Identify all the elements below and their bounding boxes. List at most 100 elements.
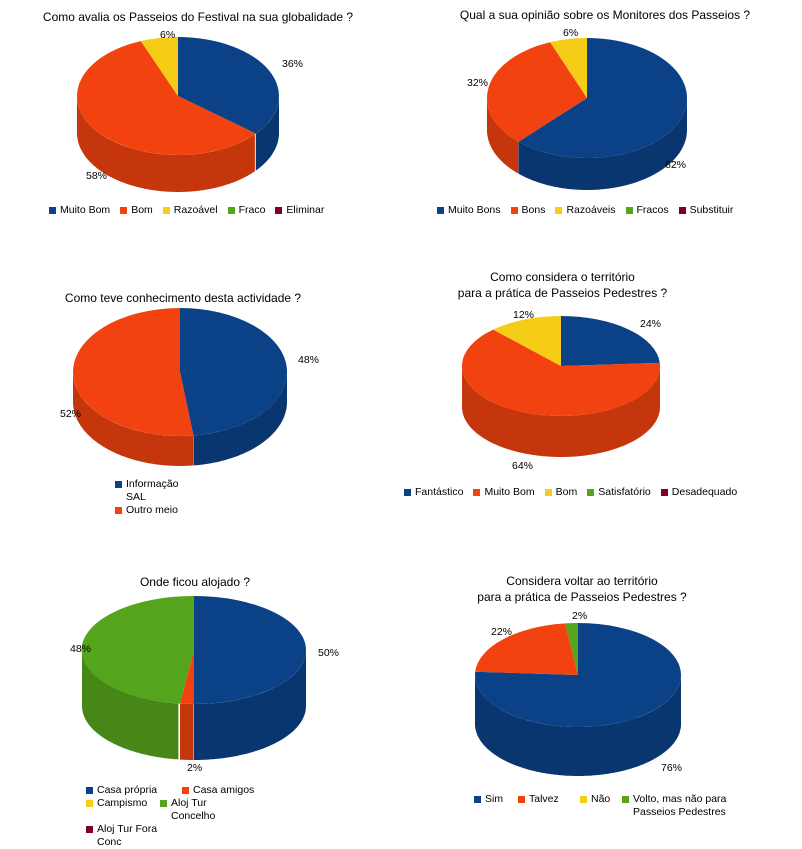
pie-5-slice-casa-pr-pria xyxy=(194,596,306,704)
pie-6-side-sim xyxy=(475,675,681,776)
chart-title: Como teve conhecimento desta actividade … xyxy=(64,291,302,305)
legend-label: Campismo xyxy=(97,797,148,809)
legend-label: Fracos xyxy=(636,204,669,216)
pie-6-pct-label: 2% xyxy=(572,610,587,622)
chart-legend: Muito Bons Bons Razoáveis Fracos Substituir xyxy=(437,204,777,217)
legend-swatch xyxy=(182,787,189,794)
pie-6-pct-label: 76% xyxy=(661,762,682,774)
pie-1-pct-label: 58% xyxy=(86,170,107,182)
pie-2-slice-muito-bons xyxy=(518,37,688,158)
chart-title: Onde ficou alojado ? xyxy=(139,575,251,589)
legend-item: Fracos xyxy=(625,204,669,217)
legend-swatch xyxy=(555,207,563,214)
chart-title: Considera voltar ao território para a pr… xyxy=(477,574,687,604)
legend-item: Muito Bom xyxy=(473,486,535,499)
chart-title: Como avalia os Passeios do Festival na s… xyxy=(42,10,354,24)
pie-3-slice-outro-meio xyxy=(73,308,194,437)
legend-swatch xyxy=(625,207,633,214)
legend-swatch xyxy=(49,207,56,214)
legend-item: Muito Bom xyxy=(49,204,110,217)
pie-1-side-bom xyxy=(77,96,255,192)
pie-5-side-aloj-tur-concelho xyxy=(82,650,179,760)
chart-legend: Muito Bom Bom Razoável Fraco Eliminar xyxy=(49,204,379,217)
legend-item: Informação SAL xyxy=(115,478,191,504)
legend-swatch xyxy=(678,207,686,214)
pie-2-slice-razo-veis xyxy=(550,37,587,98)
legend-label: Fantástico xyxy=(415,486,464,498)
pie-4-side-muito-bom xyxy=(462,366,660,457)
legend-item: Aloj Tur Fora Conc xyxy=(86,823,172,849)
pie-1-slice-muito-bom xyxy=(178,37,279,134)
legend-item: Aloj Tur Concelho xyxy=(160,797,246,823)
pie-5-side-casa-pr-pria xyxy=(194,650,306,760)
legend-item: Volto, mas não para Passeios Pedestres xyxy=(622,793,742,819)
legend-label: Muito Bom xyxy=(484,486,535,498)
pie-5-side-casa-amigos xyxy=(180,703,194,760)
legend-label: Desadequado xyxy=(671,486,738,498)
chart-legend: Fantástico Muito Bom Bom Satisfatório Desade… xyxy=(404,486,784,499)
legend-label: Razoáveis xyxy=(566,204,616,216)
pie-3-pct-label: 48% xyxy=(298,354,319,366)
pie-5-slice-casa-amigos xyxy=(180,650,194,705)
pie-3-pct-label: 52% xyxy=(60,408,81,420)
pie-chart-5: 50% 2% 48% xyxy=(70,595,339,774)
legend-swatch xyxy=(115,507,122,514)
legend-item: Razoáveis xyxy=(555,204,616,217)
pie-chart-1: 36% 58% 6% xyxy=(77,29,303,192)
legend-label: Bom xyxy=(555,486,578,498)
pie-6-slice-sim xyxy=(474,623,681,727)
legend-swatch xyxy=(160,800,167,807)
pie-4-pct-label: 64% xyxy=(512,460,533,472)
legend-item: Fraco xyxy=(227,204,266,217)
legend-label: Aloj Tur Fora Conc xyxy=(97,823,158,848)
legend-swatch xyxy=(86,787,93,794)
legend-label: Bons xyxy=(521,204,546,216)
pie-chart-4: 24% 64% 12% xyxy=(461,309,661,472)
pie-6-pct-label: 22% xyxy=(491,626,512,638)
pie-3-side-outro-meio xyxy=(73,373,193,466)
pie-4-slice-bom xyxy=(493,316,561,366)
pie-2-pct-label: 6% xyxy=(563,27,578,39)
legend-swatch xyxy=(473,489,481,496)
legend-label: Satisfatório xyxy=(598,486,651,498)
legend-swatch xyxy=(275,207,283,214)
legend-label: Aloj Tur Concelho xyxy=(171,797,216,822)
pie-4-slice-fant-stico xyxy=(561,316,660,366)
chart-title: Como considera o território para a práti… xyxy=(457,270,668,300)
legend-swatch xyxy=(404,489,411,496)
legend-label: Muito Bons xyxy=(448,204,501,216)
pie-chart-6: 76% 22% 2% xyxy=(474,610,682,776)
pie-1-side-muito-bom xyxy=(255,96,279,171)
pie-2-pct-label: 32% xyxy=(467,77,488,89)
legend-swatch xyxy=(227,207,235,214)
legend-label: Sim xyxy=(485,793,504,805)
legend-swatch xyxy=(660,489,668,496)
legend-label: Casa amigos xyxy=(193,784,255,796)
legend-label: Substituir xyxy=(689,204,734,216)
pie-2-side-muito-bons xyxy=(518,98,687,190)
legend-swatch xyxy=(86,826,93,833)
legend-swatch xyxy=(86,800,93,807)
legend-label: Volto, mas não para Passeios Pedestres xyxy=(633,793,727,818)
legend-label: Eliminar xyxy=(286,204,325,216)
legend-item: Bom xyxy=(120,204,153,217)
legend-label: Fraco xyxy=(238,204,266,216)
pie-2-side-bons xyxy=(487,98,519,174)
legend-label: Talvez xyxy=(529,793,559,805)
legend-item: Talvez xyxy=(518,793,570,806)
legend-swatch xyxy=(162,207,170,214)
pie-1-pct-label: 6% xyxy=(160,29,175,41)
legend-item: Desadequado xyxy=(660,486,738,499)
pie-3-side-informa-o-sal xyxy=(193,372,287,466)
pie-6-slice-talvez xyxy=(475,623,578,675)
chart-title: Qual a sua opinião sobre os Monitores do… xyxy=(459,8,751,22)
legend-item: Substituir xyxy=(678,204,734,217)
pie-2-slice-bons xyxy=(487,42,587,142)
pie-chart-3: 48% 52% xyxy=(60,307,319,466)
legend-item: Muito Bons xyxy=(437,204,501,217)
legend-swatch xyxy=(115,481,122,488)
pie-2-pct-label: 62% xyxy=(665,159,686,171)
pie-5-pct-label: 48% xyxy=(70,643,91,655)
legend-swatch xyxy=(120,207,128,214)
